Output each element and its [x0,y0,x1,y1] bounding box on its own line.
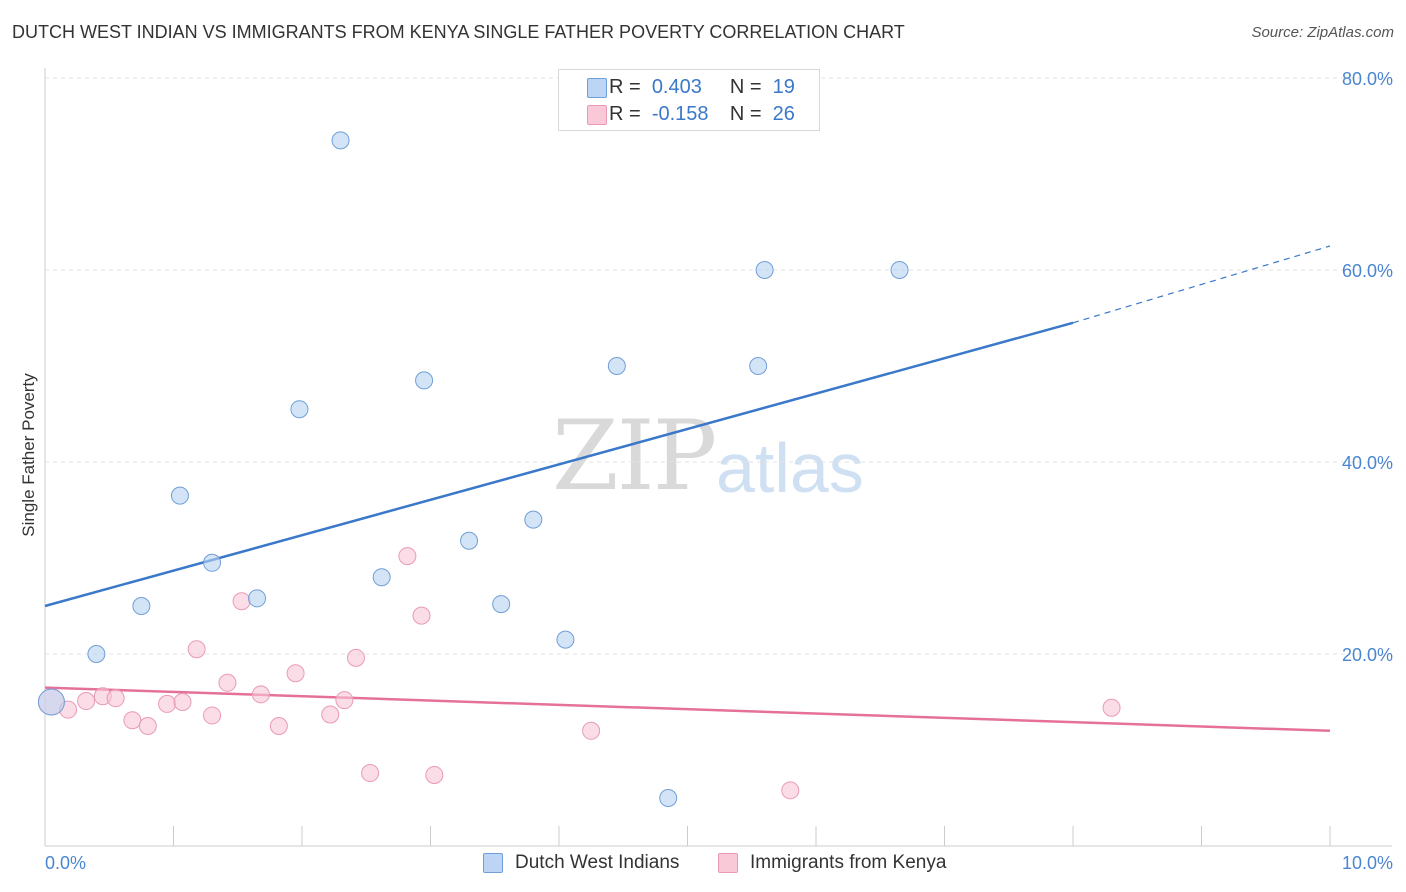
data-point-dutch [170,486,189,505]
data-point-dutch [87,645,106,663]
data-point-kenya [398,547,417,566]
data-point-dutch [372,568,391,587]
data-point-dutch [331,131,350,150]
data-point-dutch [290,400,309,419]
y-tick-label: 80.0% [1342,69,1393,89]
data-point-kenya [781,781,800,800]
data-point-kenya [425,765,444,784]
x-tick-label: 10.0% [1342,853,1393,873]
data-point-dutch [755,261,774,279]
legend-r-label: R = [609,75,641,98]
data-point-kenya [158,694,177,713]
data-point-dutch [890,261,909,279]
data-point-dutch [460,531,479,550]
data-point-dutch [203,553,222,572]
legend-r-value: 0.403 [651,75,702,98]
y-tick-label: 20.0% [1342,645,1393,665]
legend-r-label: R = [609,102,641,125]
y-tick-label: 40.0% [1342,453,1393,473]
data-point-dutch [37,688,65,716]
legend-n-label: N = [729,102,762,125]
chart-title: DUTCH WEST INDIAN VS IMMIGRANTS FROM KEN… [12,22,905,42]
correlation-legend: R = 0.403 N = 19 R = -0.158 N = 26 [558,69,820,131]
data-point-kenya [77,692,96,711]
legend-swatch-kenya [718,853,738,873]
trend-line-dutch-extension [1072,245,1331,324]
data-point-kenya [187,640,206,659]
data-point-dutch [132,597,151,615]
legend-swatch-kenya [587,105,607,125]
legend-row-dutch: R = 0.403 N = 19 [587,75,795,99]
x-tick-label: 0.0% [45,853,86,873]
data-point-kenya [106,689,125,708]
data-point-kenya [1102,698,1121,717]
data-point-dutch [749,357,768,375]
data-point-kenya [251,685,270,704]
legend-row-kenya: R = -0.158 N = 26 [587,102,795,126]
data-point-kenya [361,764,380,783]
data-point-kenya [412,606,431,625]
legend-swatch-dutch [483,853,503,873]
legend-n-label: N = [729,75,762,98]
data-point-kenya [321,705,340,724]
legend-item-dutch: Dutch West Indians [483,852,679,874]
data-point-dutch [607,357,626,375]
data-point-kenya [203,706,222,725]
data-point-kenya [173,693,192,711]
trend-line-dutch [44,321,1074,608]
data-point-dutch [492,595,511,614]
trend-line-kenya [44,686,1331,733]
data-point-kenya [335,691,354,710]
watermark-zip: ZIP [552,400,717,512]
legend-item-kenya: Immigrants from Kenya [718,852,946,874]
legend-swatch-dutch [587,78,607,98]
y-tick-label: 60.0% [1342,261,1393,281]
data-point-dutch [659,789,678,807]
data-point-kenya [346,648,365,667]
legend-n-value: 26 [772,102,795,125]
data-point-kenya [138,717,157,735]
data-point-kenya [582,721,601,740]
data-point-kenya [269,717,288,735]
data-point-kenya [232,592,251,611]
data-point-dutch [248,589,267,608]
data-point-dutch [524,510,543,529]
data-point-kenya [218,673,237,692]
watermark-atlas: atlas [716,429,864,507]
data-point-kenya [123,711,142,730]
legend-n-value: 19 [772,75,795,98]
data-point-kenya [286,664,305,683]
data-point-dutch [415,371,434,390]
legend-label-kenya: Immigrants from Kenya [750,852,947,873]
chart-source: Source: ZipAtlas.com [1251,24,1394,41]
legend-r-value: -0.158 [651,102,709,125]
legend-label-dutch: Dutch West Indians [515,852,680,873]
data-point-dutch [556,630,575,649]
y-axis-title: Single Father Poverty [19,373,38,537]
